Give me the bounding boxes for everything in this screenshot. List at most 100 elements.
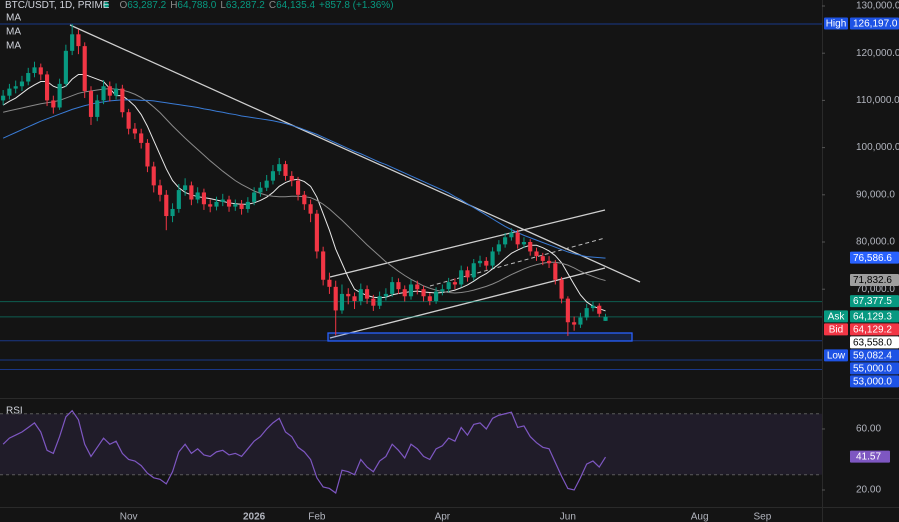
candle-body — [101, 86, 106, 101]
ohlc-value: 63,287.2 — [226, 0, 265, 11]
price-label-name: Ask — [828, 312, 846, 323]
rsi-line — [2, 409, 607, 495]
candle-body — [145, 142, 150, 167]
candle-body — [490, 251, 495, 266]
x-tick-label: Aug — [691, 512, 709, 522]
candle-body — [170, 208, 175, 217]
support-zone — [327, 332, 633, 342]
candle-body — [521, 242, 527, 245]
candle-body — [427, 296, 432, 302]
candle-body — [377, 296, 382, 306]
candle-body — [189, 185, 194, 200]
candle-body — [496, 244, 501, 252]
price-label-box — [850, 17, 899, 30]
ohlc-key: O — [119, 0, 127, 11]
trend-line — [69, 24, 641, 283]
candle-body — [528, 242, 533, 252]
candle-body — [126, 112, 131, 129]
indicator-label: MA — [6, 41, 21, 52]
candle-body — [220, 199, 225, 202]
candle-body — [302, 194, 307, 205]
candle-body — [597, 305, 602, 314]
candle-body — [258, 187, 263, 193]
candle-body — [201, 192, 207, 205]
candle-body — [383, 293, 388, 297]
x-tick-label: 2026 — [243, 512, 266, 522]
y-tick-label: 100,000.0 — [856, 142, 899, 153]
price-label-box — [850, 336, 899, 349]
candle-body — [283, 164, 288, 176]
candle-body — [26, 73, 31, 82]
price-label-name: Bid — [829, 325, 843, 336]
candle-body — [333, 286, 338, 311]
candle-body — [327, 279, 332, 287]
candle-body — [402, 289, 407, 297]
candle-body — [176, 190, 181, 209]
channel-lower — [329, 267, 606, 339]
candle-body — [132, 128, 137, 134]
candle-body — [578, 317, 583, 325]
price-label-box — [850, 274, 899, 287]
symbol: BTC/USDT, 1D, PRIME — [5, 0, 110, 11]
candle-body — [44, 74, 50, 101]
status-dot — [103, 2, 109, 8]
candle-body — [208, 204, 213, 207]
price-label-name: High — [826, 19, 847, 30]
ohlc-value: 64,788.0 — [177, 0, 216, 11]
candle-body — [270, 171, 276, 181]
price-label-box — [850, 375, 899, 388]
candle-body — [233, 204, 238, 207]
candle-body — [584, 308, 589, 318]
candle-body — [503, 237, 508, 245]
candle-body — [459, 270, 464, 285]
candle-body — [365, 289, 370, 299]
candle-body — [408, 284, 414, 297]
candle-body — [415, 284, 420, 290]
candle-body — [603, 316, 608, 321]
candle-body — [195, 192, 200, 200]
x-tick-label: Jun — [560, 512, 576, 522]
candle-body — [245, 201, 250, 209]
price-label: 64,129.2 — [853, 325, 892, 336]
candle-body — [95, 100, 100, 117]
candle-body — [590, 305, 596, 309]
y-tick-label: 110,000.0 — [856, 95, 899, 106]
candle-body — [471, 263, 476, 278]
candle-body — [396, 282, 401, 290]
ohlc-value: 64,135.4 — [276, 0, 315, 11]
y-tick-label: 80,000.0 — [856, 237, 895, 248]
candle-body — [553, 263, 558, 280]
price-label-name-box — [824, 310, 848, 323]
price-label: 71,832.6 — [853, 275, 892, 286]
candle-body — [421, 289, 426, 297]
y-tick-label: 70,000.0 — [856, 284, 895, 295]
indicator-label: MA — [6, 27, 21, 38]
indicator-label: MA — [6, 13, 21, 24]
price-label-name: Low — [827, 351, 846, 362]
candle-body — [226, 199, 232, 207]
price-label-box — [850, 323, 899, 336]
candle-body — [120, 88, 125, 113]
candle-body — [51, 100, 56, 108]
candle-body — [295, 180, 301, 195]
candle-body — [308, 204, 313, 214]
price-label-name-box — [824, 323, 848, 336]
price-label: 55,000.0 — [853, 364, 892, 375]
price-label: 64,129.3 — [853, 312, 892, 323]
candle-body — [88, 90, 94, 117]
y-tick-label: 90,000.0 — [856, 189, 895, 200]
y-tick-label: 130,000.0 — [856, 1, 899, 12]
candle-body — [339, 293, 345, 311]
price-label-box — [850, 310, 899, 323]
candle-body — [509, 232, 514, 238]
candle-body — [183, 185, 188, 191]
candle-body — [239, 204, 244, 209]
price-label-box — [850, 295, 899, 308]
x-tick-label: Feb — [308, 512, 326, 522]
ohlc-key: L — [220, 0, 226, 11]
candle-body — [63, 50, 68, 84]
price-label-box — [850, 349, 899, 362]
candle-body — [7, 88, 12, 96]
ohlc-key: C — [269, 0, 276, 11]
